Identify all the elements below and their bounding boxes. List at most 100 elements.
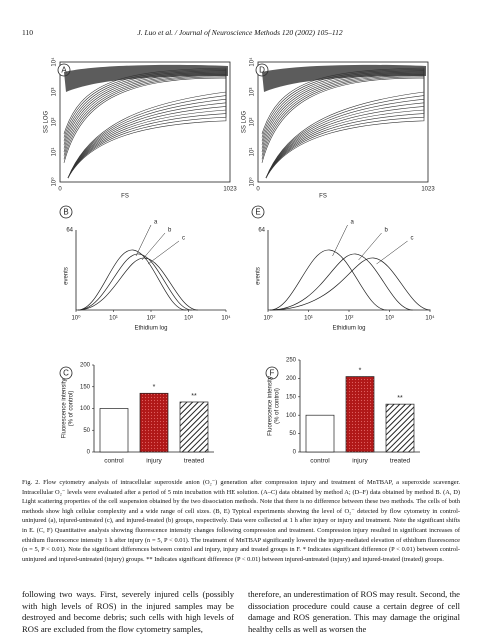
y-tick-label: 50: [83, 428, 90, 434]
y-tick-label: 0: [293, 450, 297, 456]
panel-badge: [265, 366, 279, 380]
y-tick-label: 10²: [52, 118, 58, 127]
y-max-label: 64: [258, 228, 265, 234]
dense-region: [64, 64, 228, 92]
y-axis-label: events: [256, 267, 262, 285]
histogram-curve: [77, 257, 198, 311]
x-tick-label: 10¹: [109, 316, 118, 322]
x-tick-label: 10²: [147, 316, 156, 322]
y-max-label: 64: [66, 228, 73, 234]
x-tick-label: 10³: [184, 316, 193, 322]
label-leader: [358, 232, 382, 261]
bar: [179, 401, 209, 453]
panel-label: F: [270, 369, 275, 378]
y-axis-label: Fluorescence intensity: [62, 379, 68, 439]
x-tick-label: control: [104, 458, 124, 465]
x-tick-label: 10³: [385, 316, 394, 322]
y-tick-label: 10³: [250, 88, 256, 97]
x-axis-label: FS: [319, 194, 327, 200]
bar: [345, 376, 375, 453]
y-tick-label: 10¹: [250, 148, 256, 157]
x-tick-label: 10⁰: [263, 315, 273, 322]
bar: [139, 392, 169, 453]
y-axis-label: Fluorescence intensity: [268, 376, 274, 436]
y-tick-label: 10⁰: [249, 177, 256, 187]
y-axis-label: (% of control): [275, 388, 281, 424]
label-leader: [135, 224, 152, 257]
body-column-right: therefore, an underestimation of ROS may…: [248, 589, 460, 634]
label-leader: [147, 240, 180, 265]
bar: [305, 414, 335, 453]
curve-label: c: [182, 236, 185, 242]
y-axis-label: events: [64, 267, 70, 285]
y-tick-label: 10⁴: [51, 57, 58, 67]
label-leader: [376, 240, 408, 265]
running-head: J. Luo et al. / Journal of Neuroscience …: [137, 28, 343, 37]
curve-label: c: [411, 236, 414, 242]
significance-mark: *: [359, 367, 362, 374]
y-tick-label: 100: [286, 413, 297, 419]
histogram-curve: [269, 249, 387, 311]
x-axis-label: Ethidium log: [332, 326, 365, 332]
y-tick-label: 150: [80, 384, 91, 390]
axes: [75, 230, 226, 311]
dense-region: [262, 64, 426, 92]
label-leader: [332, 224, 348, 257]
panel-label: D: [259, 66, 265, 75]
panel-label: B: [63, 208, 68, 217]
panel-label: E: [255, 208, 260, 217]
contour: [261, 76, 425, 179]
panel-label: C: [63, 369, 69, 378]
curve-label: b: [168, 228, 172, 234]
panel-badge: [59, 366, 73, 380]
bar: [385, 403, 415, 453]
histogram-curve: [77, 253, 192, 311]
x-tick-label: 1023: [223, 187, 237, 193]
histogram-curve: [269, 253, 413, 311]
x-tick-label: control: [310, 458, 330, 465]
x-axis-label: Ethidium log: [134, 326, 167, 332]
y-tick-label: 10⁰: [51, 177, 58, 187]
x-tick-label: 0: [256, 187, 260, 193]
panel-badge: [59, 205, 73, 219]
label-leader: [141, 232, 166, 261]
contour: [63, 77, 227, 179]
y-axis-label: SS LOG: [242, 110, 248, 133]
figure: A 10⁰ 10¹ 10² 10³ 10⁴ SS LOG 0 1023 FS D 10⁰ 10¹ 10² 1…: [44, 57, 436, 465]
y-tick-label: 150: [286, 394, 297, 400]
y-tick-label: 10³: [52, 88, 58, 97]
histogram-curve: [269, 257, 431, 311]
histogram-curve: [77, 249, 186, 311]
y-tick-label: 50: [289, 431, 296, 437]
y-tick-label: 250: [286, 358, 297, 364]
x-tick-label: 0: [58, 187, 62, 193]
curve-label: b: [385, 228, 389, 234]
curve-label: a: [154, 220, 158, 226]
y-axis-label: SS LOG: [44, 110, 50, 133]
panel-badge: [251, 205, 265, 219]
y-tick-label: 200: [286, 376, 297, 382]
significance-mark: *: [153, 384, 156, 391]
contour: [261, 77, 425, 179]
x-tick-label: 10⁴: [221, 315, 231, 322]
x-tick-label: 1023: [421, 187, 435, 193]
x-tick-label: 10⁰: [71, 315, 81, 322]
x-tick-label: 10¹: [304, 316, 313, 322]
significance-mark: **: [397, 395, 403, 402]
curve-label: a: [351, 220, 355, 226]
x-tick-label: injury: [352, 458, 368, 465]
x-axis-label: FS: [121, 194, 129, 200]
y-tick-label: 10¹: [52, 148, 58, 157]
body-column-left: following two ways. First, severely inju…: [22, 589, 234, 634]
y-tick-label: 0: [87, 450, 91, 456]
x-tick-label: 10⁴: [425, 315, 435, 322]
panel-label: A: [61, 66, 67, 75]
y-tick-label: 200: [80, 363, 91, 369]
page-number: 110: [22, 28, 33, 37]
y-tick-label: 100: [80, 406, 91, 412]
contour: [63, 76, 227, 179]
axes: [267, 230, 430, 311]
figure-caption: Fig. 2. Flow cytometry analysis of intra…: [22, 479, 460, 563]
x-tick-label: 10²: [345, 316, 354, 322]
